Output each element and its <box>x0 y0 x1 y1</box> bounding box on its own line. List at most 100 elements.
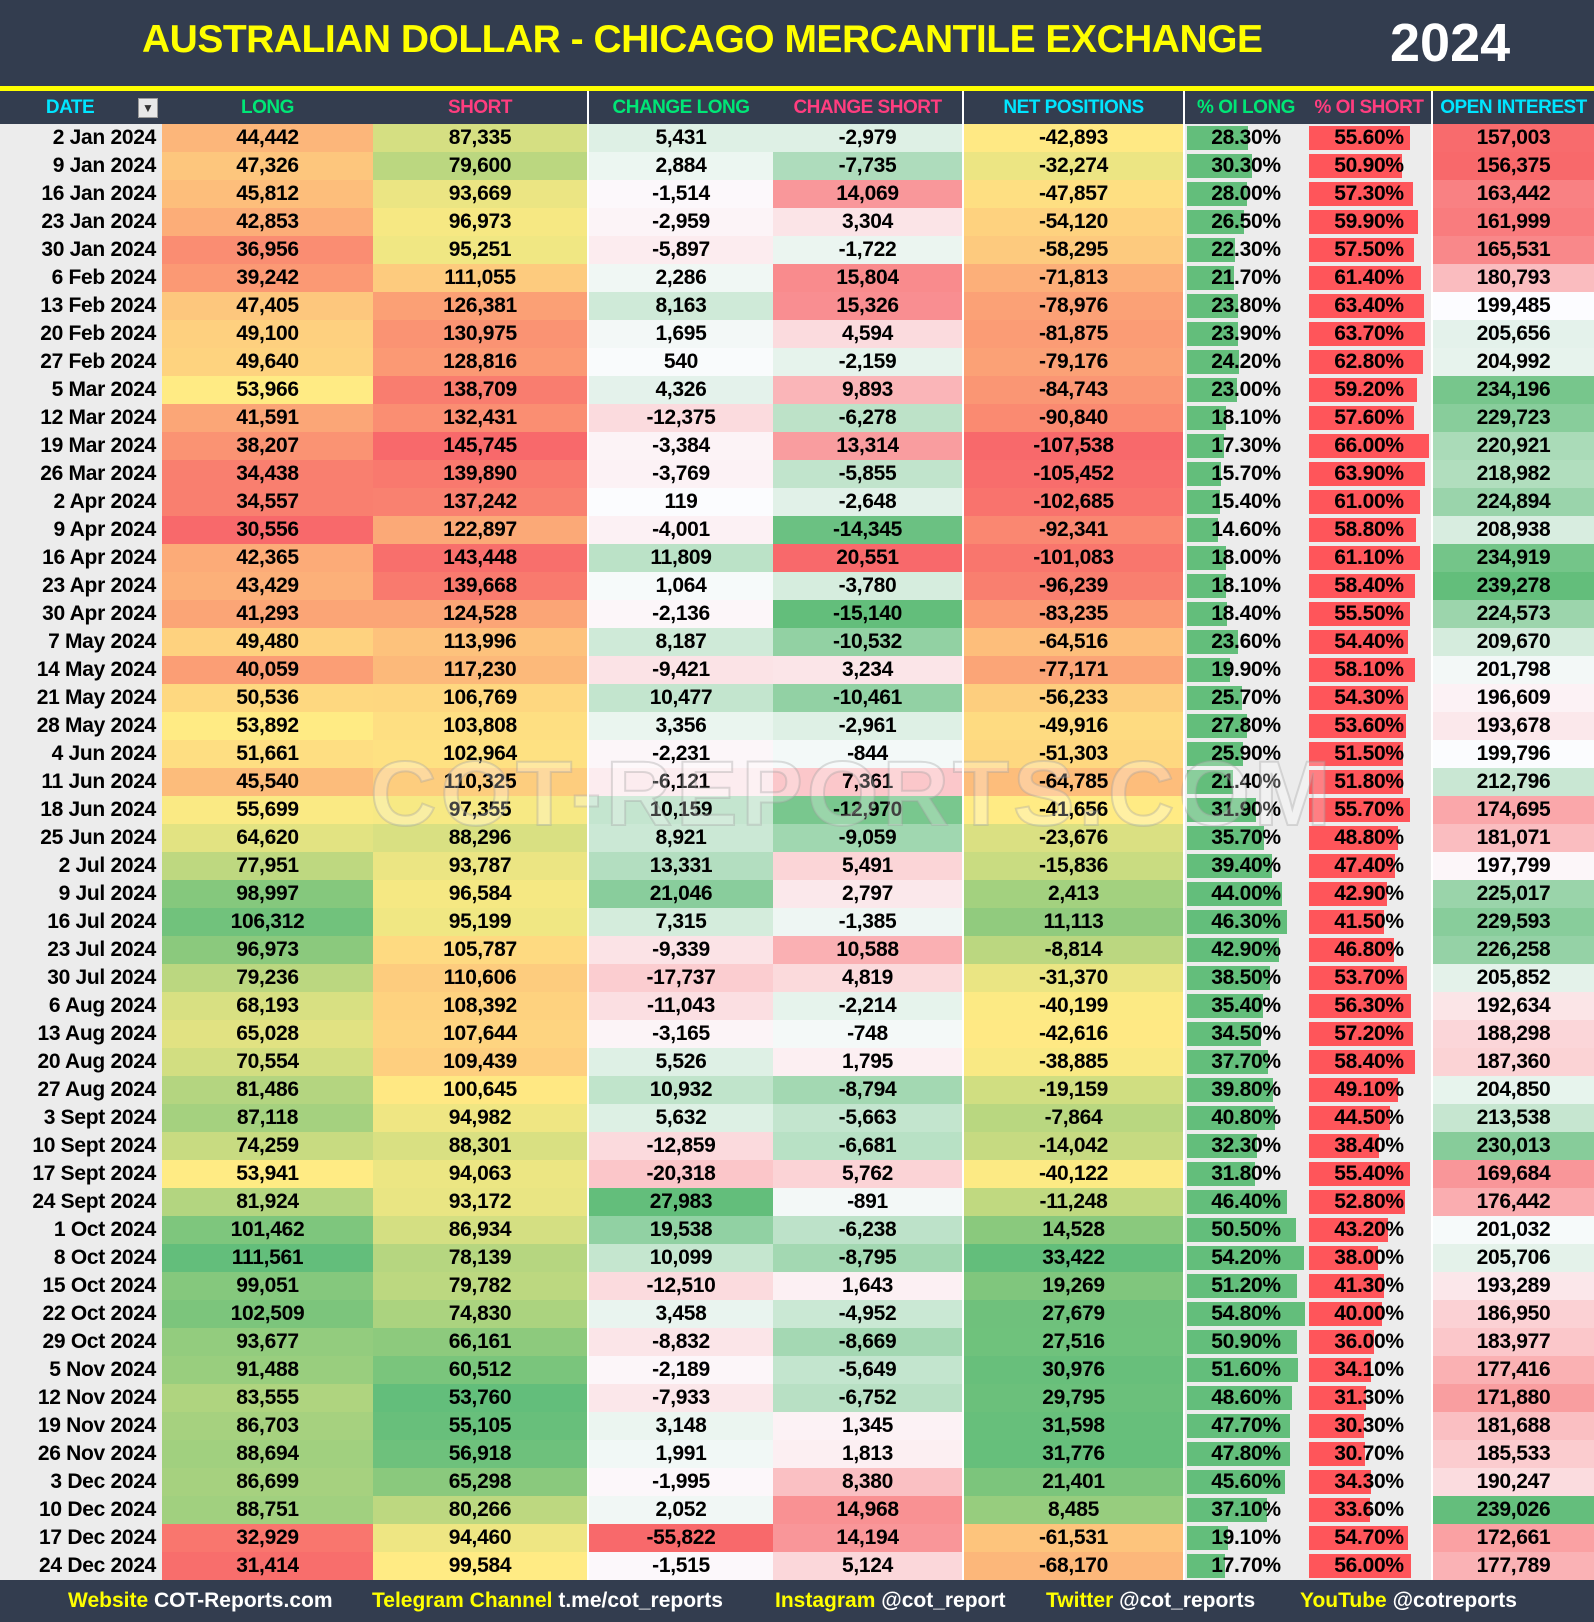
cell-net-positions: -77,171 <box>964 656 1183 684</box>
cell-short: 97,355 <box>373 796 587 824</box>
cell-value: 31.80% <box>1211 1162 1281 1185</box>
cell-change-long: -9,339 <box>589 936 773 964</box>
cell-value: 25.90% <box>1211 742 1281 765</box>
cell-change-short: -891 <box>773 1188 962 1216</box>
cell-change-long: -12,510 <box>589 1272 773 1300</box>
cell-open-interest: 224,573 <box>1433 600 1594 628</box>
oi-short-data-bar <box>1309 630 1408 654</box>
oi-short-data-bar <box>1309 1386 1366 1410</box>
cell-change-short: 14,069 <box>773 180 962 208</box>
oi-short-data-bar <box>1309 882 1387 906</box>
cell-open-interest: 226,258 <box>1433 936 1594 964</box>
cell-date: 6 Aug 2024 <box>0 992 162 1020</box>
cell-change-long: 4,326 <box>589 376 773 404</box>
cell-date: 22 Oct 2024 <box>0 1300 162 1328</box>
cell-open-interest: 229,723 <box>1433 404 1594 432</box>
footer-value[interactable]: @cot_reports <box>1119 1589 1256 1612</box>
cell-long: 99,051 <box>162 1272 373 1300</box>
cell-change-short: 5,491 <box>773 852 962 880</box>
footer-label: YouTube <box>1300 1589 1387 1612</box>
table-row: 19 Mar 2024 38,207 145,745 -3,384 13,314 -107… <box>0 432 1594 460</box>
cell-long: 64,620 <box>162 824 373 852</box>
cell-change-long: 1,991 <box>589 1440 773 1468</box>
table-row: 15 Oct 2024 99,051 79,782 -12,510 1,643 19,26… <box>0 1272 1594 1300</box>
cell-value: 23.90% <box>1211 322 1281 345</box>
cell-long: 68,193 <box>162 992 373 1020</box>
footer-value[interactable]: COT-Reports.com <box>153 1589 333 1612</box>
cell-open-interest: 183,977 <box>1433 1328 1594 1356</box>
cell-value: 22.30% <box>1211 238 1281 261</box>
cell-short: 138,709 <box>373 376 587 404</box>
cell-value: 54.30% <box>1334 686 1404 709</box>
footer-link-telegram-channel[interactable]: Telegram Channel t.me/cot_reports <box>372 1580 723 1622</box>
cell-date: 13 Aug 2024 <box>0 1020 162 1048</box>
footer-value[interactable]: @cot_report <box>881 1589 1006 1612</box>
footer-value[interactable]: t.me/cot_reports <box>558 1589 723 1612</box>
cell-short: 78,139 <box>373 1244 587 1272</box>
oi-short-data-bar <box>1309 966 1407 990</box>
footer-link-instagram[interactable]: Instagram @cot_report <box>775 1580 1006 1622</box>
cell-oi-short-pct: 59.90% <box>1307 208 1431 236</box>
cell-oi-long-pct: 23.90% <box>1185 320 1307 348</box>
cell-change-short: 14,194 <box>773 1524 962 1552</box>
oi-long-data-bar <box>1187 1162 1255 1186</box>
cell-change-short: -12,970 <box>773 796 962 824</box>
cell-value: 23.00% <box>1211 378 1281 401</box>
cell-change-short: 20,551 <box>773 544 962 572</box>
cell-short: 124,528 <box>373 600 587 628</box>
footer-value[interactable]: @cotreports <box>1392 1589 1517 1612</box>
cell-oi-long-pct: 42.90% <box>1185 936 1307 964</box>
oi-short-data-bar <box>1309 322 1425 346</box>
cell-change-long: -2,959 <box>589 208 773 236</box>
cell-short: 132,431 <box>373 404 587 432</box>
cell-long: 43,429 <box>162 572 373 600</box>
oi-long-data-bar <box>1187 854 1272 878</box>
footer-link-youtube[interactable]: YouTube @cotreports <box>1300 1580 1517 1622</box>
cell-short: 87,335 <box>373 124 587 152</box>
cell-value: 30.70% <box>1334 1442 1404 1465</box>
cell-oi-short-pct: 50.90% <box>1307 152 1431 180</box>
cell-net-positions: -8,814 <box>964 936 1183 964</box>
cell-long: 32,929 <box>162 1524 373 1552</box>
cell-oi-long-pct: 54.20% <box>1185 1244 1307 1272</box>
cell-net-positions: -105,452 <box>964 460 1183 488</box>
cell-date: 30 Jan 2024 <box>0 236 162 264</box>
oi-short-data-bar <box>1309 1302 1382 1326</box>
cell-oi-short-pct: 30.70% <box>1307 1440 1431 1468</box>
table-row: 14 May 2024 40,059 117,230 -9,421 3,234 -77,1… <box>0 656 1594 684</box>
table-row: 4 Jun 2024 51,661 102,964 -2,231 -844 -51,303… <box>0 740 1594 768</box>
footer-link-twitter[interactable]: Twitter @cot_reports <box>1046 1580 1255 1622</box>
cell-date: 16 Jan 2024 <box>0 180 162 208</box>
filter-sort-icon[interactable]: ▼ <box>138 98 158 118</box>
cell-oi-short-pct: 61.00% <box>1307 488 1431 516</box>
cell-long: 79,236 <box>162 964 373 992</box>
oi-short-data-bar <box>1309 434 1429 458</box>
column-header-date[interactable]: DATE <box>45 97 95 118</box>
oi-short-data-bar <box>1309 210 1418 234</box>
cell-change-short: 7,361 <box>773 768 962 796</box>
cell-net-positions: -15,836 <box>964 852 1183 880</box>
cell-change-short: 1,813 <box>773 1440 962 1468</box>
oi-long-data-bar <box>1187 1050 1268 1074</box>
oi-long-data-bar <box>1187 714 1247 738</box>
table-row: 9 Jul 2024 98,997 96,584 21,046 2,797 2,413 44… <box>0 880 1594 908</box>
cell-date: 15 Oct 2024 <box>0 1272 162 1300</box>
oi-long-data-bar <box>1187 378 1237 402</box>
cell-open-interest: 201,032 <box>1433 1216 1594 1244</box>
cell-change-long: 2,286 <box>589 264 773 292</box>
footer-label: Instagram <box>775 1589 876 1612</box>
table-row: 16 Apr 2024 42,365 143,448 11,809 20,551 -101… <box>0 544 1594 572</box>
cell-net-positions: 14,528 <box>964 1216 1183 1244</box>
cell-short: 93,787 <box>373 852 587 880</box>
cell-change-short: -2,979 <box>773 124 962 152</box>
footer-link-website[interactable]: Website COT-Reports.com <box>68 1580 333 1622</box>
cell-short: 103,808 <box>373 712 587 740</box>
oi-short-data-bar <box>1309 1190 1405 1214</box>
cell-date: 2 Jan 2024 <box>0 124 162 152</box>
oi-short-data-bar <box>1309 1134 1379 1158</box>
cell-value: 35.70% <box>1211 826 1281 849</box>
oi-short-data-bar <box>1309 1526 1408 1550</box>
cell-oi-short-pct: 31.30% <box>1307 1384 1431 1412</box>
cell-oi-short-pct: 38.00% <box>1307 1244 1431 1272</box>
table-row: 2 Jan 2024 44,442 87,335 5,431 -2,979 -42,893… <box>0 124 1594 152</box>
